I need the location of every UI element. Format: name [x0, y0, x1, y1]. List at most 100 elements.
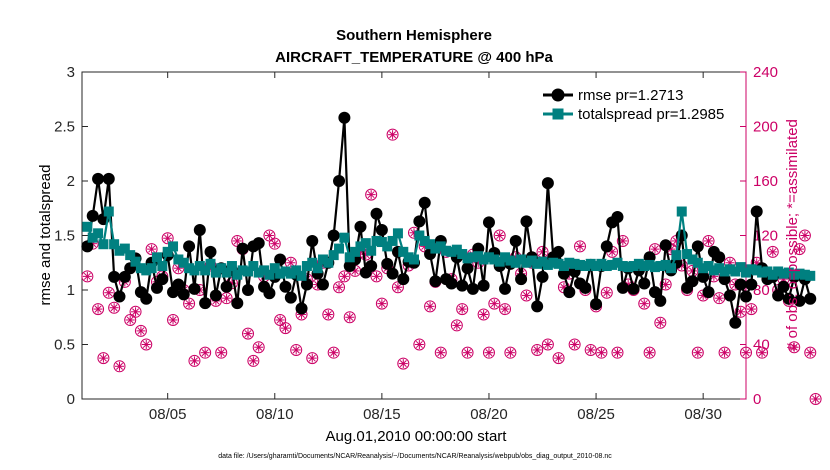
rmse-point	[188, 282, 201, 295]
spread-point	[692, 257, 703, 268]
spread-point	[98, 239, 109, 250]
obs-assimilated-marker	[163, 233, 173, 243]
chart-subtitle: AIRCRAFT_TEMPERATURE @ 400 hPa	[275, 49, 553, 66]
asterisk-stroke	[522, 291, 530, 299]
obs-possible-marker	[574, 240, 586, 253]
asterisk-stroke	[287, 259, 295, 267]
spread-point	[741, 267, 751, 278]
spread-point	[371, 235, 382, 246]
obs-possible-marker	[215, 346, 228, 359]
rmse-point	[370, 207, 383, 220]
asterisk-stroke	[244, 330, 252, 338]
obs-possible-marker	[499, 303, 512, 316]
asterisk-stroke	[560, 283, 568, 291]
obs-assimilated-marker	[538, 247, 548, 257]
obs-assimilated-marker	[82, 271, 92, 281]
spread-point	[644, 259, 655, 270]
rmse-point	[750, 205, 763, 218]
y2-tick-label: 240	[753, 64, 778, 81]
obs-assimilated-marker	[264, 231, 274, 240]
obs-assimilated-marker	[532, 345, 542, 355]
spread-point	[510, 257, 521, 268]
rmse-point	[729, 316, 742, 329]
obs-possible-marker	[375, 297, 388, 310]
spread-point	[355, 241, 366, 252]
spread-point	[730, 266, 741, 277]
spread-point	[135, 263, 146, 274]
spread-point	[414, 230, 425, 241]
asterisk-stroke	[453, 321, 461, 329]
spread-point	[564, 257, 575, 268]
obs-possible-marker	[541, 338, 554, 351]
asterisk-stroke	[769, 248, 777, 256]
obs-possible-marker	[798, 229, 811, 242]
spread-point	[178, 257, 189, 268]
rmse-point	[723, 289, 736, 302]
obs-assimilated-marker	[98, 353, 108, 363]
spread-point	[146, 263, 157, 274]
asterisk-stroke	[340, 272, 348, 280]
rmse-point	[193, 224, 206, 237]
spread-point	[200, 265, 211, 276]
y2-tick-label: 200	[753, 119, 778, 136]
spread-point	[151, 252, 162, 263]
spread-point	[494, 256, 505, 267]
chart-title: Southern Hemisphere	[336, 27, 492, 44]
asterisk-stroke	[233, 237, 241, 245]
spread-point	[103, 206, 114, 217]
spread-series-group	[82, 206, 816, 281]
asterisk-stroke	[351, 267, 359, 275]
obs-assimilated-marker	[570, 340, 580, 349]
asterisk-stroke	[613, 349, 622, 357]
rmse-point	[590, 298, 603, 311]
obs-assimilated-marker	[280, 323, 290, 333]
obs-possible-marker	[113, 360, 126, 373]
rmse-point	[804, 292, 817, 305]
x-axis-label: Aug.01,2010 00:00:00 start	[326, 428, 508, 445]
obs-assimilated-marker	[372, 271, 382, 281]
spread-point	[184, 263, 195, 274]
rmse-point	[659, 239, 672, 252]
asterisk-stroke	[292, 346, 300, 354]
obs-possible-marker	[81, 270, 94, 283]
spread-point	[334, 243, 345, 254]
spread-point	[130, 256, 141, 267]
x-tick-label: 08/30	[684, 406, 722, 423]
asterisk-stroke	[587, 346, 595, 354]
obs-possible-marker	[482, 346, 495, 359]
obs-assimilated-marker	[200, 348, 210, 358]
rmse-point	[204, 245, 217, 258]
obs-possible-marker	[638, 297, 651, 310]
asterisk-stroke	[132, 308, 140, 316]
spread-point	[441, 245, 452, 256]
rmse-point	[686, 275, 699, 288]
rmse-point	[461, 262, 474, 275]
spread-point	[323, 257, 334, 268]
y-tick-label: 0	[67, 391, 75, 408]
obs-possible-marker	[279, 322, 292, 335]
asterisk-stroke	[597, 349, 605, 357]
rmse-point	[397, 273, 410, 286]
spread-point	[157, 261, 168, 272]
obs-possible-marker	[552, 352, 565, 365]
obs-assimilated-marker	[757, 348, 767, 358]
rmse-point	[209, 289, 222, 302]
rmse-point	[456, 279, 469, 292]
rmse-point	[118, 270, 131, 283]
rmse-point	[466, 282, 479, 295]
obs-possible-marker	[477, 308, 490, 321]
spread-point	[398, 246, 409, 257]
legend-box	[536, 80, 740, 128]
rmse-point	[552, 245, 565, 258]
rmse-point	[375, 224, 388, 237]
spread-point	[435, 241, 446, 252]
spread-point	[419, 235, 430, 246]
rmse-point	[140, 292, 153, 305]
spread-point	[317, 254, 328, 265]
spread-point	[462, 253, 473, 264]
obs-assimilated-marker	[275, 315, 285, 325]
spread-point	[612, 257, 623, 268]
asterisk-stroke	[201, 349, 209, 357]
y-tick-label: 2.5	[54, 119, 75, 136]
